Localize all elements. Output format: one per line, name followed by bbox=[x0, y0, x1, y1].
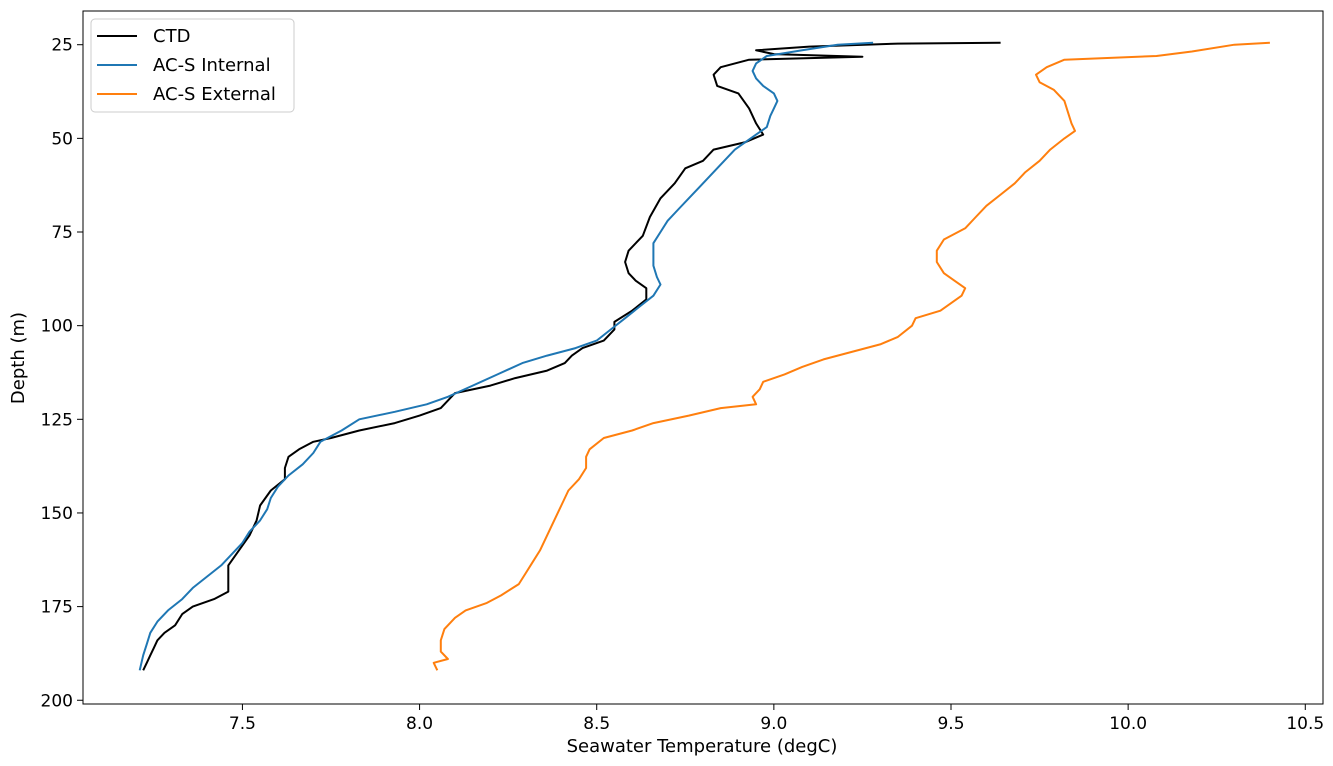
x-axis: 7.5 8.0 8.5 9.0 9.5 10.0 10.5 bbox=[229, 704, 1324, 734]
x-tick-label: 10.0 bbox=[1109, 714, 1147, 734]
legend-label-ctd: CTD bbox=[153, 26, 190, 47]
y-tick-label: 100 bbox=[41, 317, 73, 337]
x-tick-label: 10.5 bbox=[1286, 714, 1324, 734]
y-tick-label: 25 bbox=[51, 36, 73, 56]
legend-box bbox=[90, 18, 295, 113]
y-tick-label: 200 bbox=[41, 691, 73, 711]
y-tick-label: 125 bbox=[41, 410, 73, 430]
series-layer bbox=[138, 41, 1270, 671]
plot-area bbox=[82, 10, 1324, 705]
legend-label-acs-internal: AC-S Internal bbox=[153, 55, 271, 76]
x-tick-label: 9.5 bbox=[937, 714, 964, 734]
legend-label-acs-external: AC-S External bbox=[153, 84, 276, 105]
x-tick-label: 7.5 bbox=[229, 714, 256, 734]
y-tick-label: 150 bbox=[41, 504, 73, 524]
y-tick-label: 175 bbox=[41, 598, 73, 618]
x-axis-label: Seawater Temperature (degC) bbox=[567, 736, 838, 757]
x-tick-label: 8.0 bbox=[406, 714, 433, 734]
y-axis-label: Depth (m) bbox=[8, 312, 29, 404]
y-tick-label: 75 bbox=[51, 223, 73, 243]
x-tick-label: 9.0 bbox=[760, 714, 787, 734]
series-line-ac-s-external bbox=[432, 41, 1270, 671]
y-tick-label: 50 bbox=[51, 129, 73, 149]
series-line-ctd bbox=[142, 41, 1001, 671]
series-line-ac-s-internal bbox=[138, 41, 874, 671]
x-tick-label: 8.5 bbox=[583, 714, 610, 734]
y-axis: 25 50 75 100 125 150 175 200 bbox=[41, 36, 83, 711]
legend: CTD AC-S Internal AC-S External bbox=[90, 18, 295, 113]
